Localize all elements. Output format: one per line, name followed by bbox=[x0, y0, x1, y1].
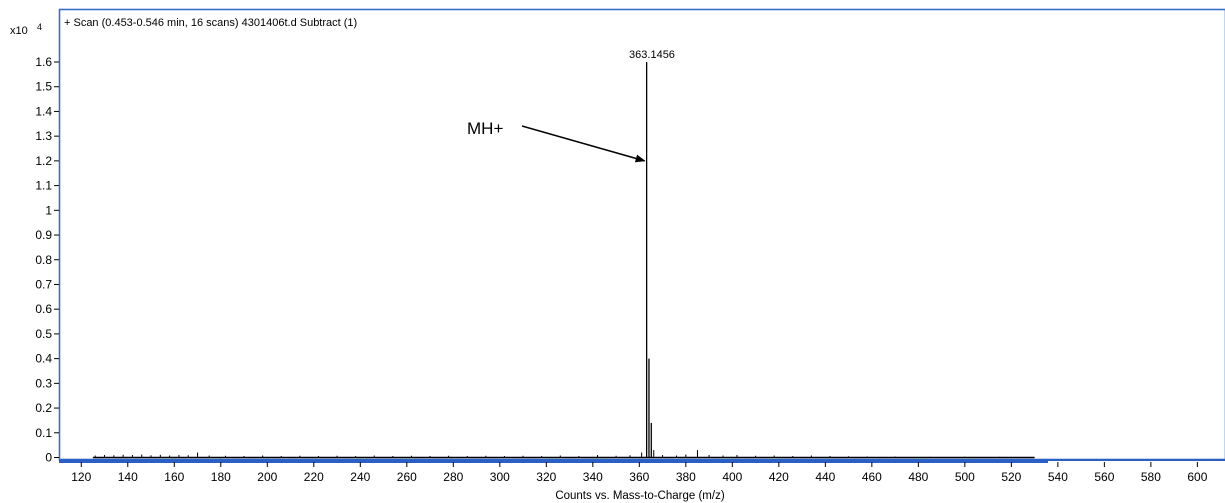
x-tick-label: 600 bbox=[1187, 470, 1207, 484]
y-tick-label: 1.2 bbox=[35, 154, 52, 168]
y-scale-label: x10 bbox=[10, 25, 28, 37]
y-tick-label: 0 bbox=[45, 451, 52, 465]
y-tick-label: 0.3 bbox=[35, 376, 52, 390]
y-tick-label: 0.1 bbox=[35, 426, 52, 440]
x-tick-label: 180 bbox=[211, 470, 231, 484]
x-tick-label: 120 bbox=[71, 470, 91, 484]
x-tick-label: 220 bbox=[304, 470, 324, 484]
x-tick-label: 140 bbox=[118, 470, 138, 484]
y-tick-label: 0.2 bbox=[35, 401, 52, 415]
peak-label: 363.1456 bbox=[629, 49, 675, 61]
x-tick-label: 560 bbox=[1094, 470, 1114, 484]
y-tick-label: 0.8 bbox=[35, 253, 52, 267]
y-tick-label: 1 bbox=[45, 203, 52, 217]
x-tick-label: 460 bbox=[862, 470, 882, 484]
y-tick-label: 1.4 bbox=[35, 104, 52, 118]
x-tick-label: 300 bbox=[490, 470, 510, 484]
x-tick-label: 540 bbox=[1048, 470, 1068, 484]
x-tick-label: 420 bbox=[769, 470, 789, 484]
x-tick-label: 340 bbox=[583, 470, 603, 484]
x-tick-label: 160 bbox=[164, 470, 184, 484]
y-tick-label: 1.6 bbox=[35, 55, 52, 69]
y-tick-label: 1.3 bbox=[35, 129, 52, 143]
y-tick-label: 1.5 bbox=[35, 80, 52, 94]
x-tick-label: 260 bbox=[397, 470, 417, 484]
x-tick-label: 200 bbox=[257, 470, 277, 484]
y-tick-label: 0.9 bbox=[35, 228, 52, 242]
y-tick-label: 1.1 bbox=[35, 179, 52, 193]
y-tick-label: 0.7 bbox=[35, 277, 52, 291]
x-tick-label: 440 bbox=[815, 470, 835, 484]
x-tick-label: 400 bbox=[722, 470, 742, 484]
chart-title: + Scan (0.453-0.546 min, 16 scans) 43014… bbox=[64, 17, 357, 29]
plot-frame bbox=[58, 8, 1225, 461]
x-tick-label: 380 bbox=[676, 470, 696, 484]
x-tick-label: 580 bbox=[1141, 470, 1161, 484]
x-tick-label: 240 bbox=[350, 470, 370, 484]
y-tick-label: 0.6 bbox=[35, 302, 52, 316]
x-tick-label: 500 bbox=[955, 470, 975, 484]
x-tick-label: 360 bbox=[629, 470, 649, 484]
mh-annotation-label: MH+ bbox=[467, 119, 503, 138]
y-tick-label: 0.5 bbox=[35, 327, 52, 341]
x-tick-label: 320 bbox=[536, 470, 556, 484]
x-tick-label: 280 bbox=[443, 470, 463, 484]
x-tick-label: 480 bbox=[908, 470, 928, 484]
mh-annotation-arrow bbox=[521, 125, 646, 163]
y-scale-exponent: 4 bbox=[37, 22, 42, 32]
x-axis-label: Counts vs. Mass-to-Charge (m/z) bbox=[555, 490, 725, 502]
y-tick-label: 0.4 bbox=[35, 352, 52, 366]
x-tick-label: 520 bbox=[1001, 470, 1021, 484]
